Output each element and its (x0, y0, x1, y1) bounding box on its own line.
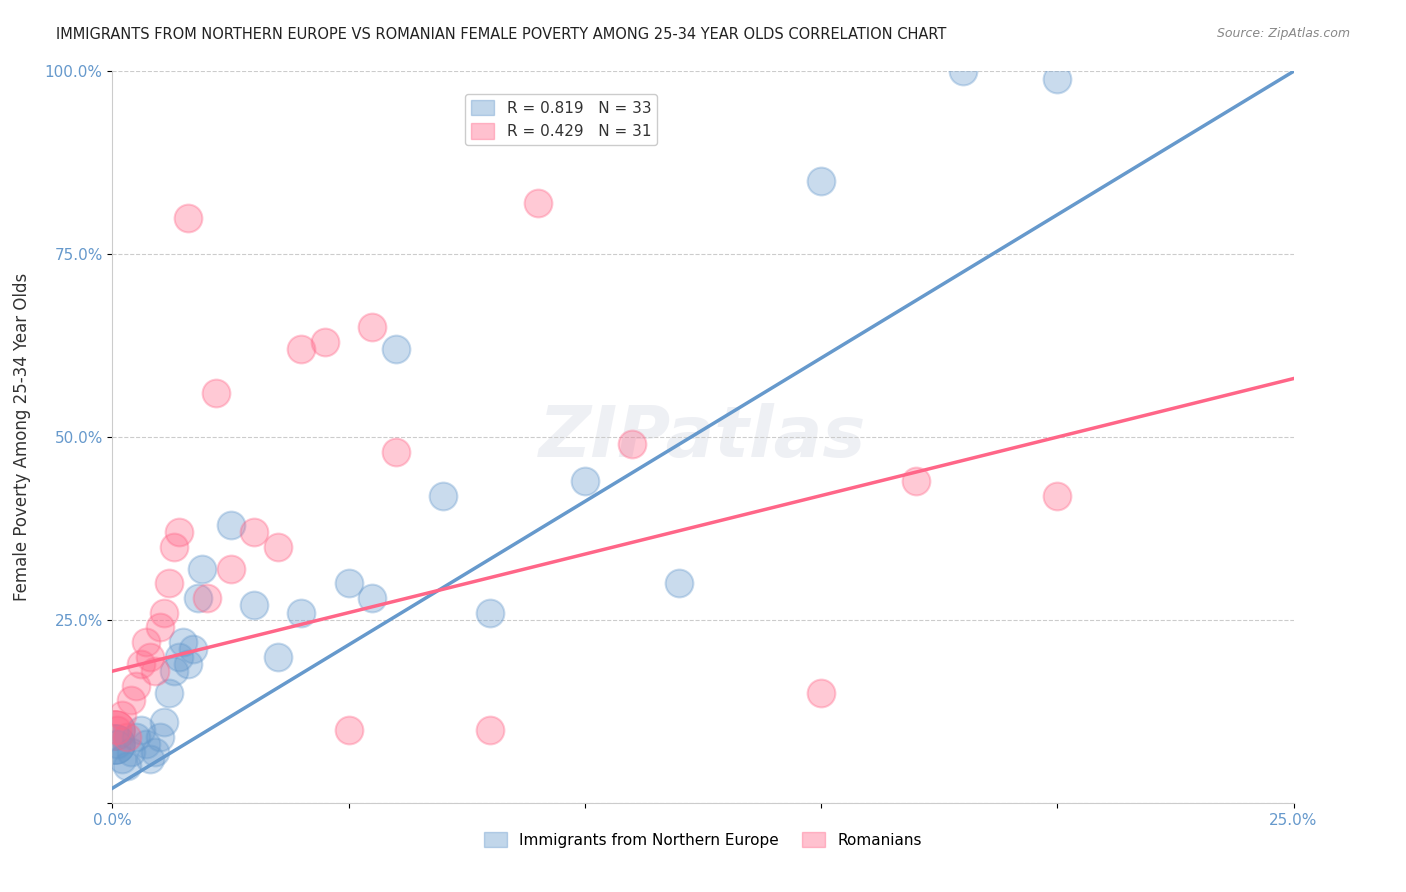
Point (167, 525, 190, 540)
Point (267, 649, 290, 664)
Point (243, 525, 266, 540)
Point (135, 737, 157, 751)
Point (104, 723, 127, 737)
Point (104, 723, 127, 737)
Point (153, 606, 176, 620)
Point (115, 759, 138, 773)
Point (104, 723, 127, 737)
Point (361, 320, 384, 334)
Point (120, 745, 142, 759)
Point (337, 723, 360, 737)
Point (810, 174, 832, 188)
Point (219, 562, 242, 576)
Point (143, 745, 166, 759)
Point (361, 591, 384, 605)
Point (219, 517, 242, 532)
Point (904, 474, 927, 488)
Point (479, 606, 502, 620)
Point (181, 642, 204, 657)
Point (385, 444, 408, 458)
Point (139, 649, 162, 664)
Text: Source: ZipAtlas.com: Source: ZipAtlas.com (1216, 27, 1350, 40)
Point (177, 657, 200, 671)
Point (432, 489, 454, 503)
Point (243, 599, 266, 613)
Point (104, 737, 127, 751)
Point (143, 664, 166, 678)
Point (186, 591, 208, 605)
Point (479, 723, 502, 737)
Point (163, 664, 186, 678)
Point (290, 343, 312, 357)
Point (621, 437, 644, 451)
Point (104, 723, 127, 737)
Point (157, 686, 180, 700)
Point (149, 730, 172, 744)
Point (149, 620, 172, 634)
Point (952, 64, 974, 78)
Point (167, 649, 190, 664)
Text: IMMIGRANTS FROM NORTHERN EUROPE VS ROMANIAN FEMALE POVERTY AMONG 25-34 YEAR OLDS: IMMIGRANTS FROM NORTHERN EUROPE VS ROMAN… (56, 27, 946, 42)
Point (314, 334, 336, 349)
Point (125, 730, 148, 744)
Point (574, 474, 596, 488)
Point (104, 737, 127, 751)
Point (668, 576, 690, 591)
Point (104, 737, 127, 751)
Point (111, 752, 134, 766)
Y-axis label: Female Poverty Among 25-34 Year Olds: Female Poverty Among 25-34 Year Olds (13, 273, 31, 601)
Point (385, 343, 408, 357)
Point (104, 723, 127, 737)
Point (163, 540, 186, 554)
Legend: Immigrants from Northern Europe, Romanians: Immigrants from Northern Europe, Romania… (478, 825, 928, 854)
Point (157, 576, 180, 591)
Point (115, 730, 138, 744)
Point (104, 737, 127, 751)
Point (337, 576, 360, 591)
Point (120, 693, 142, 707)
Point (526, 196, 548, 211)
Point (104, 737, 127, 751)
Point (125, 679, 148, 693)
Point (290, 606, 312, 620)
Point (153, 715, 176, 730)
Point (195, 591, 218, 605)
Point (105, 723, 128, 737)
Point (191, 562, 214, 576)
Point (135, 635, 157, 649)
Point (105, 737, 128, 751)
Point (129, 723, 152, 737)
Point (111, 708, 134, 723)
Text: ZIPatlas: ZIPatlas (540, 402, 866, 472)
Point (177, 211, 200, 225)
Point (1046, 71, 1069, 86)
Point (172, 635, 194, 649)
Point (205, 386, 228, 401)
Point (129, 657, 152, 671)
Point (1046, 489, 1069, 503)
Point (267, 540, 290, 554)
Point (810, 686, 832, 700)
Point (139, 752, 162, 766)
